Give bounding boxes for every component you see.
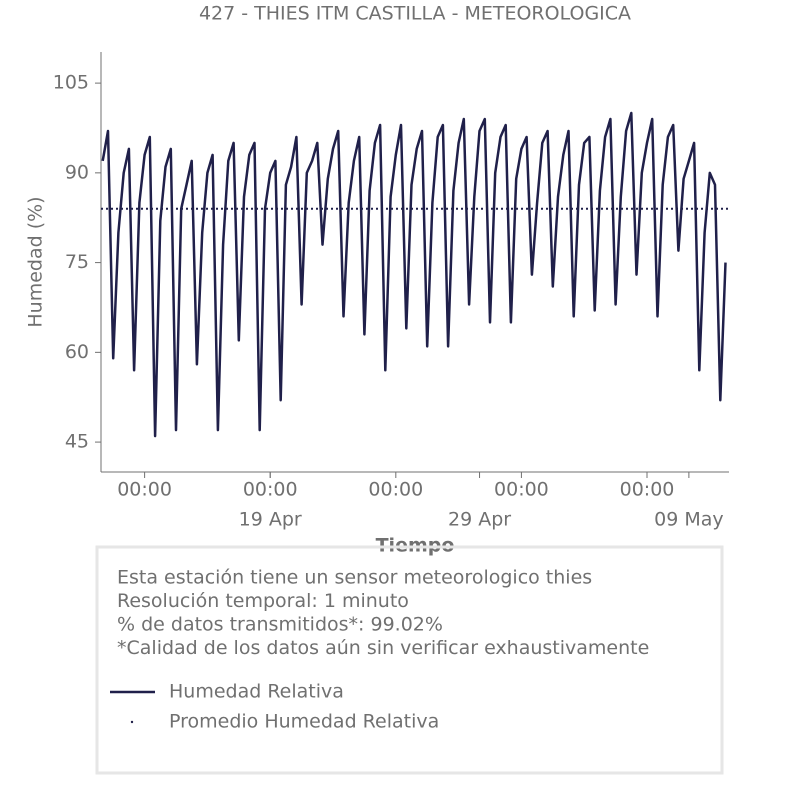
chart-title: 427 - THIES ITM CASTILLA - METEOROLOGICA bbox=[199, 3, 631, 25]
x-date-label: 29 Apr bbox=[448, 509, 511, 531]
x-tick-label: 00:00 bbox=[494, 479, 549, 501]
y-tick-label: 105 bbox=[53, 72, 89, 94]
x-tick-label: 00:00 bbox=[620, 479, 675, 501]
x-tick-label: 00:00 bbox=[368, 479, 423, 501]
info-text: Esta estación tiene un sensor meteorolog… bbox=[117, 567, 592, 589]
info-text: *Calidad de los datos aún sin verificar … bbox=[117, 637, 649, 659]
y-tick-label: 90 bbox=[65, 161, 89, 183]
info-box bbox=[95, 545, 724, 775]
humidity-line bbox=[101, 111, 727, 438]
x-tick-label: 00:00 bbox=[117, 479, 172, 501]
legend-label: Promedio Humedad Relativa bbox=[169, 711, 439, 733]
x-tick-label: 00:00 bbox=[243, 479, 298, 501]
legend-label: Humedad Relativa bbox=[169, 681, 344, 703]
y-axis-label: Humedad (%) bbox=[25, 196, 47, 327]
info-text: % de datos transmitidos*: 99.02% bbox=[117, 614, 443, 636]
info-text: Resolución temporal: 1 minuto bbox=[117, 590, 409, 612]
y-tick-label: 75 bbox=[65, 251, 89, 273]
legend-dot-swatch bbox=[130, 720, 134, 724]
x-date-label: 19 Apr bbox=[239, 509, 302, 531]
x-date-label: 09 May bbox=[654, 509, 724, 531]
y-tick-label: 45 bbox=[65, 431, 89, 453]
y-tick-label: 60 bbox=[65, 341, 89, 363]
